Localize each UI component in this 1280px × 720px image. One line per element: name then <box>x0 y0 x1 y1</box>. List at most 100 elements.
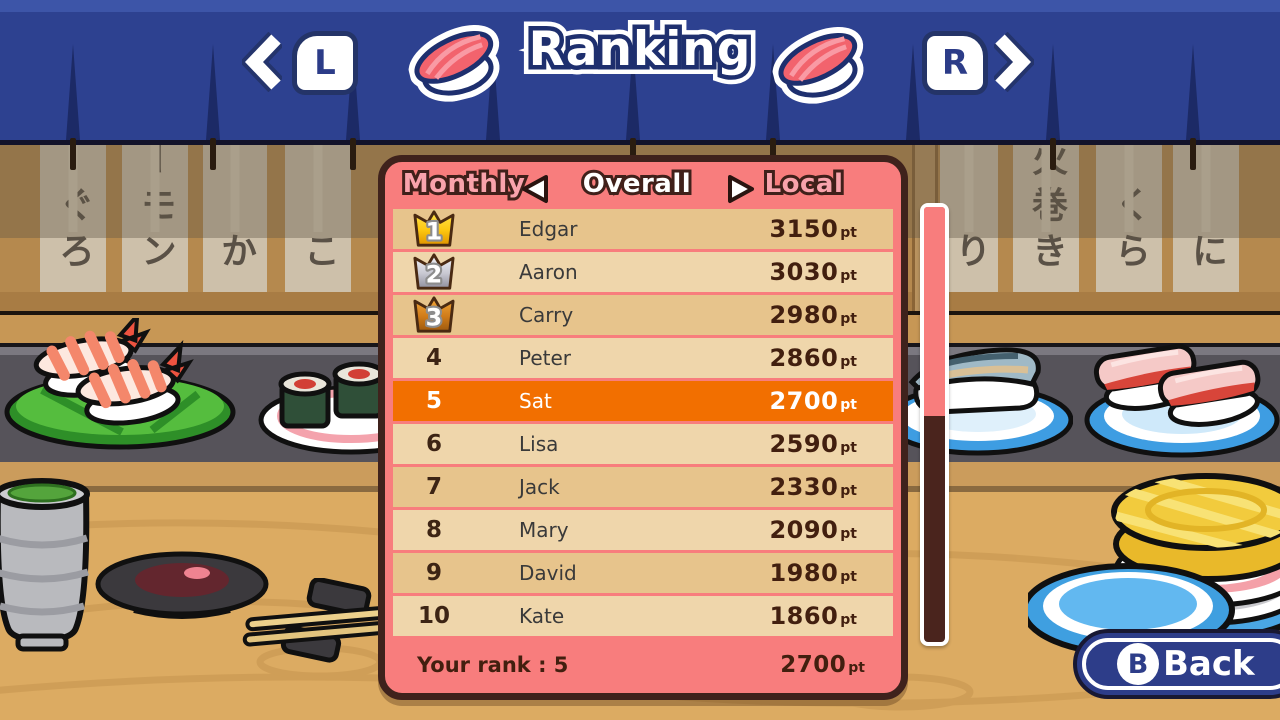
rank-cell: 5 <box>425 388 442 414</box>
menu-strip: こ <box>285 140 351 292</box>
strip-string <box>1041 140 1051 232</box>
menu-strip-text: り <box>949 232 990 278</box>
ranking-panel: Monthly Monthly Overall Overall Local Lo… <box>378 155 908 700</box>
curtain-rod-tip <box>630 138 636 170</box>
player-points: 1860 pt <box>769 602 857 630</box>
rank-cell: 2 <box>393 251 475 293</box>
menu-strip: くら <box>1096 140 1162 292</box>
left-bumper-button[interactable]: L <box>297 36 353 90</box>
menu-strip: ぐろ <box>40 140 106 292</box>
leaderboard-row: 8 Mary 2090 pt <box>393 510 893 550</box>
player-name: Mary <box>519 518 569 542</box>
leaderboard-row: 9 David 1980 pt <box>393 553 893 593</box>
curtain-seam <box>1046 44 1060 140</box>
menu-strip-text: こ <box>298 232 339 278</box>
scrollbar-thumb[interactable] <box>924 207 945 416</box>
rank-cell: 3 <box>393 294 475 336</box>
chevron-right-icon[interactable] <box>994 32 1034 92</box>
svg-text:3: 3 <box>426 304 443 332</box>
b-key-icon: B <box>1117 643 1159 685</box>
strip-string <box>964 140 974 232</box>
player-points: 2590 pt <box>769 430 857 458</box>
noren-curtain <box>0 0 1280 145</box>
page-title: Ranking Ranking Ranking <box>520 13 760 86</box>
strip-string <box>313 140 323 232</box>
title-outline-layer: Ranking <box>524 18 755 82</box>
tab-monthly[interactable]: Monthly Monthly <box>399 166 529 203</box>
green-tea-cup <box>0 478 90 652</box>
player-points: 3150 pt <box>769 215 857 243</box>
player-points: 1980 pt <box>769 559 857 587</box>
left-bumper-label: L <box>314 43 336 83</box>
strip-string <box>68 140 78 232</box>
player-name: Kate <box>519 604 565 628</box>
player-name: David <box>519 561 577 585</box>
sushi-icon <box>772 27 864 104</box>
tab-overall: Overall Overall <box>572 166 702 203</box>
curtain-rod-tip <box>1050 138 1056 170</box>
shrimp-nigiri-leaf-plate <box>4 318 236 450</box>
curtain-rod-tip <box>210 138 216 170</box>
your-rank-points: 2700 pt <box>780 652 865 678</box>
player-name: Carry <box>519 303 574 327</box>
player-points: 3030 pt <box>769 258 857 286</box>
svg-text:2: 2 <box>426 261 443 289</box>
tab-arrow-right-icon[interactable] <box>728 174 756 204</box>
menu-strip: に <box>1173 140 1239 292</box>
leaderboard-row: 4 Peter 2860 pt <box>393 338 893 378</box>
player-points: 2860 pt <box>769 344 857 372</box>
your-rank-footer: Your rank : 5 2700 pt <box>393 642 893 688</box>
menu-strip: ーモン <box>122 140 188 292</box>
curtain-rod-tip <box>350 138 356 170</box>
player-name: Peter <box>519 346 572 370</box>
title-glow-layer: Ranking <box>520 13 760 86</box>
right-bumper-button[interactable]: R <box>927 36 983 90</box>
your-rank-label: Your rank : 5 <box>417 653 569 677</box>
back-button[interactable]: B Back <box>1073 629 1280 699</box>
curtain-rod-tip <box>70 138 76 170</box>
leaderboard-row: 5 Sat 2700 pt <box>393 381 893 421</box>
title-fill-layer: Ranking <box>528 22 752 77</box>
player-points: 2700 pt <box>769 387 857 415</box>
soy-sauce-plate <box>95 551 269 619</box>
strip-string <box>1124 140 1134 232</box>
back-button-ring <box>1082 638 1280 690</box>
tab-monthly-label: Monthly <box>402 169 526 199</box>
tab-local[interactable]: Local Local <box>754 166 854 203</box>
rank-cell: 7 <box>425 474 442 500</box>
leaderboard-row: 10 Kate 1860 pt <box>393 596 893 636</box>
ranking-scrollbar[interactable] <box>920 203 949 646</box>
menu-strip-text: に <box>1186 232 1227 278</box>
menu-strip: 火巻き <box>1013 140 1079 292</box>
svg-text:1: 1 <box>426 218 443 246</box>
leaderboard-row: 3 Carry 2980 pt <box>393 295 893 335</box>
tab-arrow-left-icon[interactable] <box>520 174 548 204</box>
strip-string <box>150 140 160 232</box>
maki-roll-plate <box>258 361 396 455</box>
curtain-seam <box>906 44 920 140</box>
tuna-nigiri-plate <box>1084 343 1280 458</box>
player-name: Lisa <box>519 432 559 456</box>
rank-cell: 4 <box>425 345 442 371</box>
player-name: Jack <box>519 475 560 499</box>
curtain-seam <box>626 44 640 140</box>
plate-stack <box>1028 473 1280 657</box>
rank-cell: 9 <box>425 560 442 586</box>
rank-gold-crown-icon: 1 <box>413 210 455 248</box>
rank-bronze-crown-icon: 3 <box>413 296 455 334</box>
tab-local-label: Local <box>764 169 844 199</box>
curtain-seam <box>66 44 80 140</box>
chopsticks <box>242 578 397 663</box>
rank-cell: 6 <box>425 431 442 457</box>
player-points: 2330 pt <box>769 473 857 501</box>
menu-strip: り <box>940 140 998 292</box>
strip-string <box>1201 140 1211 232</box>
player-points: 2980 pt <box>769 301 857 329</box>
curtain-rod-tip <box>770 138 776 170</box>
rank-cell: 1 <box>393 208 475 250</box>
curtain-seam <box>206 44 220 140</box>
player-name: Aaron <box>519 260 578 284</box>
right-bumper-label: R <box>941 43 969 83</box>
back-button-label: Back <box>1163 644 1255 684</box>
chevron-left-icon[interactable] <box>242 32 282 92</box>
